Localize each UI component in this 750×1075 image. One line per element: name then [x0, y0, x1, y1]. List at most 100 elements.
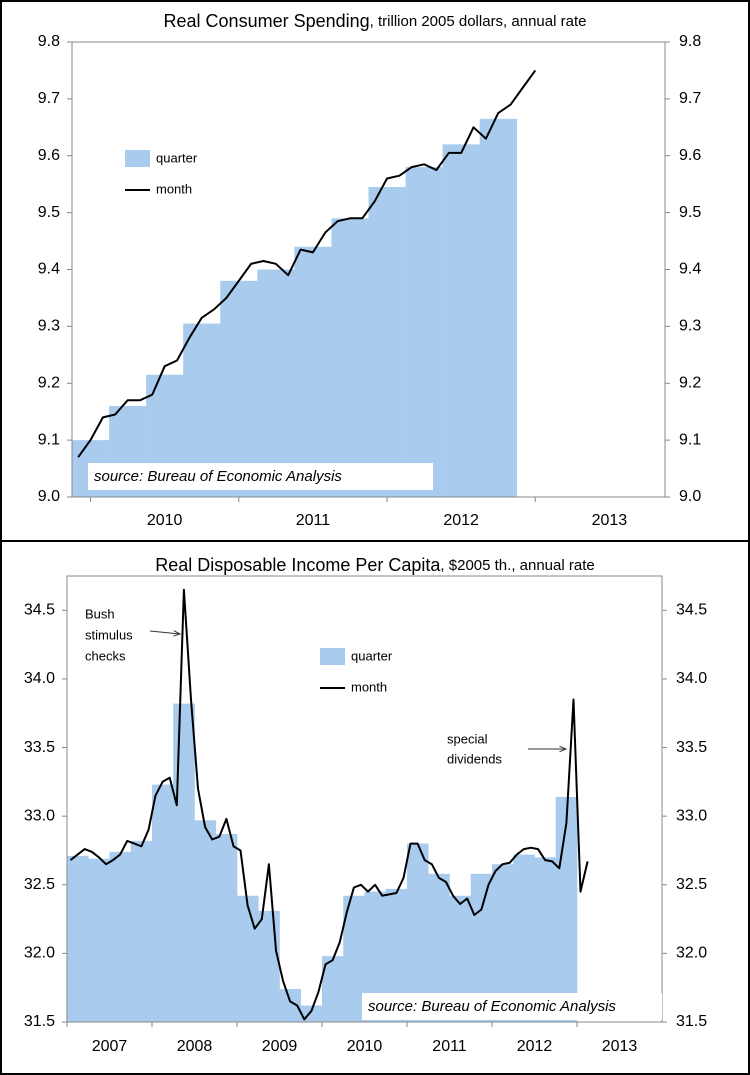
quarter-bar [109, 851, 132, 1022]
y-tick-label: 9.1 [38, 431, 60, 448]
legend-label: month [156, 181, 192, 196]
y2-tick-label: 34.5 [676, 602, 707, 619]
y2-tick-label: 9.8 [679, 33, 701, 50]
y2-tick-label: 33.0 [676, 807, 707, 824]
quarter-bar [385, 888, 408, 1022]
y-tick-label: 34.5 [24, 602, 55, 619]
quarter-bar [470, 873, 493, 1022]
x-tick-label: 2012 [443, 512, 479, 529]
y-tick-label: 9.4 [38, 261, 60, 278]
annotation: stimulus [85, 627, 133, 642]
quarter-bar [513, 854, 535, 1022]
quarter-bar [67, 855, 89, 1022]
annotation: special [447, 731, 488, 746]
y2-tick-label: 34.0 [676, 670, 707, 687]
month-line [77, 69, 537, 458]
quarter-bar [331, 218, 369, 497]
y-tick-label: 33.0 [24, 807, 55, 824]
y-tick-label: 33.5 [24, 739, 55, 756]
quarter-bar [343, 895, 365, 1022]
x-tick-label: 2010 [347, 1038, 383, 1055]
y2-tick-label: 9.0 [679, 488, 701, 505]
y2-tick-label: 9.7 [679, 90, 701, 107]
annotation: Bush [85, 606, 115, 621]
y-tick-label: 9.8 [38, 33, 60, 50]
x-tick-label: 2007 [92, 1038, 128, 1055]
annotation: checks [85, 648, 126, 663]
x-tick-label: 2011 [296, 512, 331, 529]
x-tick-label: 2012 [517, 1038, 553, 1055]
y2-tick-label: 31.5 [676, 1013, 707, 1030]
quarter-bar [130, 840, 153, 1022]
panel-border [0, 540, 750, 1075]
quarter-bar [258, 910, 280, 1022]
annotation: dividends [447, 751, 502, 766]
y-tick-label: 31.5 [24, 1013, 55, 1030]
y2-tick-label: 9.1 [679, 431, 701, 448]
y-tick-label: 32.0 [24, 945, 55, 962]
title-main: Real Disposable Income Per Capita [155, 555, 441, 575]
quarter-bar [279, 989, 302, 1022]
arrow-head [173, 630, 182, 637]
annotation-arrow [149, 630, 181, 635]
y-tick-label: 9.6 [38, 147, 60, 164]
x-tick-label: 2013 [592, 512, 628, 529]
arrow-head [559, 745, 568, 753]
y-tick-label: 32.5 [24, 876, 55, 893]
quarter-bar [405, 167, 443, 497]
x-tick-label: 2013 [602, 1038, 638, 1055]
y-tick-label: 9.7 [38, 90, 60, 107]
quarter-bar [257, 269, 295, 497]
quarter-bar [368, 187, 406, 497]
x-tick-label: 2009 [262, 1038, 298, 1055]
quarter-bar [449, 895, 472, 1022]
title-sub: , $2005 th., annual rate [440, 557, 594, 574]
quarter-bar [492, 864, 514, 1022]
y2-tick-label: 9.3 [679, 318, 701, 335]
legend-swatch [125, 150, 150, 167]
x-tick-label: 2010 [147, 512, 183, 529]
note-box [362, 993, 662, 1020]
quarter-bar [322, 956, 344, 1022]
quarter-bar [173, 703, 195, 1022]
x-tick-label: 2008 [177, 1038, 213, 1055]
y-tick-label: 9.0 [38, 488, 60, 505]
y-tick-label: 9.2 [38, 374, 60, 391]
y2-tick-label: 32.0 [676, 945, 707, 962]
quarter-bar [294, 246, 332, 497]
chart-title: Real Disposable Income Per Capita, $2005… [155, 555, 594, 575]
legend-swatch [320, 648, 345, 665]
x-tick-label: 2011 [432, 1038, 467, 1055]
chart-title: Real Consumer Spending, trillion 2005 do… [164, 11, 587, 31]
month-line [69, 588, 589, 1021]
quarter-bar [428, 873, 450, 1022]
quarter-bar [215, 833, 238, 1022]
quarter-bar [237, 895, 259, 1022]
y2-tick-label: 9.4 [679, 261, 701, 278]
y-tick-label: 9.5 [38, 204, 60, 221]
title-sub: , trillion 2005 dollars, annual rate [370, 13, 587, 30]
quarter-bar [194, 820, 217, 1022]
title-main: Real Consumer Spending [164, 11, 370, 31]
quarter-bar [534, 857, 557, 1022]
quarter-bar [152, 784, 174, 1022]
y2-tick-label: 33.5 [676, 739, 707, 756]
y2-tick-label: 32.5 [676, 876, 707, 893]
source-note: source: Bureau of Economic Analysis [94, 468, 342, 485]
y2-tick-label: 9.6 [679, 147, 701, 164]
y-tick-label: 9.3 [38, 318, 60, 335]
quarter-bar [442, 144, 480, 497]
legend-label: quarter [156, 150, 198, 165]
quarter-bar [407, 843, 429, 1022]
quarter-bar [555, 796, 578, 1022]
y-tick-label: 34.0 [24, 670, 55, 687]
plot-frame [66, 575, 663, 1023]
legend-label: quarter [351, 648, 393, 663]
note-box [88, 463, 433, 490]
quarter-bar [364, 891, 387, 1022]
y2-tick-label: 9.2 [679, 374, 701, 391]
source-note: source: Bureau of Economic Analysis [368, 998, 616, 1015]
y2-tick-label: 9.5 [679, 204, 701, 221]
quarter-bar [220, 280, 258, 497]
